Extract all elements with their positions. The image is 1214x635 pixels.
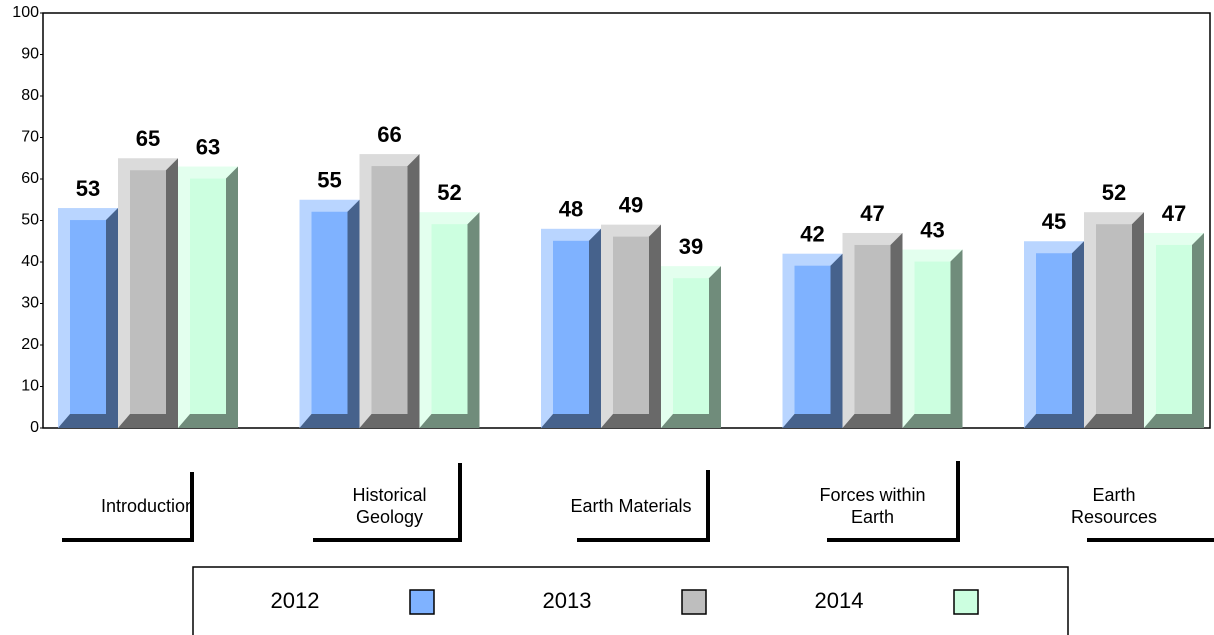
y-tick-label: 10 (21, 378, 39, 395)
legend-label: 2014 (815, 588, 864, 613)
legend-label: 2013 (543, 588, 592, 613)
bar-base (118, 414, 166, 428)
bar-face (794, 265, 831, 414)
bar-base (902, 414, 951, 428)
value-label: 53 (76, 176, 100, 201)
value-label: 48 (559, 197, 583, 222)
bar-base (1084, 414, 1132, 428)
y-tick-label: 50 (21, 212, 39, 229)
category-brackets (62, 461, 1214, 542)
bar-side (1072, 241, 1084, 428)
bar-base (782, 414, 831, 428)
y-tick-label: 70 (21, 129, 39, 146)
x-tick-label: Introduction (100, 496, 196, 516)
bar-face (190, 178, 226, 414)
bar-side (226, 166, 238, 429)
bar-side (347, 199, 360, 428)
x-tick-label: Historical Geology (352, 485, 427, 527)
bar-face (1096, 224, 1132, 414)
bar-face (311, 211, 348, 414)
y-tick-label: 60 (21, 170, 39, 187)
bar-side (407, 154, 420, 428)
bar-base (299, 414, 348, 428)
value-label: 42 (800, 222, 824, 247)
bar-face (1036, 253, 1072, 414)
bracket (577, 470, 710, 542)
legend-swatch (953, 589, 979, 615)
value-label: 55 (317, 168, 341, 193)
value-label: 43 (920, 217, 944, 242)
legend-label: 2012 (271, 588, 320, 613)
bar-side (709, 266, 721, 428)
bar-side (1132, 212, 1144, 428)
value-label: 47 (1162, 201, 1186, 226)
bar-face (1156, 244, 1192, 414)
bar-side (589, 228, 601, 428)
value-label: 65 (136, 126, 160, 151)
bar-face (431, 224, 468, 414)
bar-side (830, 253, 843, 428)
y-tick-label: 0 (30, 419, 39, 436)
bar-side (166, 158, 178, 428)
x-tick-label: Earth Resources (1070, 485, 1158, 527)
y-tick-label: 90 (21, 46, 39, 63)
bracket (827, 461, 960, 542)
bar-side (950, 249, 963, 428)
y-tick-label: 80 (21, 87, 39, 104)
bar-face (70, 220, 106, 414)
y-tick-label: 40 (21, 253, 39, 270)
bar-face (371, 166, 408, 414)
value-label: 45 (1042, 209, 1066, 234)
bar-base (178, 414, 226, 428)
value-label: 52 (437, 180, 461, 205)
bar-base (1144, 414, 1192, 428)
value-label: 63 (196, 134, 220, 159)
legend-box (192, 566, 1069, 635)
legend-swatch (681, 589, 707, 615)
x-tick-label: Earth Materials (570, 496, 692, 516)
value-label: 49 (619, 192, 643, 217)
y-tick-label: 100 (12, 4, 39, 21)
bar-side (1192, 232, 1204, 428)
bar-face (553, 240, 589, 414)
value-label: 47 (860, 201, 884, 226)
bar-base (359, 414, 408, 428)
bar-side (890, 232, 903, 428)
bracket (313, 463, 462, 542)
y-tick-label: 30 (21, 295, 39, 312)
bar-face (130, 170, 166, 414)
bar-base (58, 414, 106, 428)
bar-face (673, 278, 709, 414)
bar-base (541, 414, 589, 428)
bar-side (467, 212, 480, 428)
bar-face (914, 261, 951, 414)
bar-base (842, 414, 891, 428)
bar-face (854, 244, 891, 414)
legend-swatch (409, 589, 435, 615)
bar-base (601, 414, 649, 428)
y-tick-label: 20 (21, 336, 39, 353)
bar-face (613, 236, 649, 414)
bar-base (1024, 414, 1072, 428)
value-label: 52 (1102, 180, 1126, 205)
value-label: 39 (679, 234, 703, 259)
bracket (62, 472, 194, 542)
bar-base (419, 414, 468, 428)
value-label: 66 (377, 122, 401, 147)
bar-side (106, 208, 118, 428)
bar-side (649, 224, 661, 428)
x-tick-label: Forces within Earth (819, 485, 926, 527)
bar-base (661, 414, 709, 428)
